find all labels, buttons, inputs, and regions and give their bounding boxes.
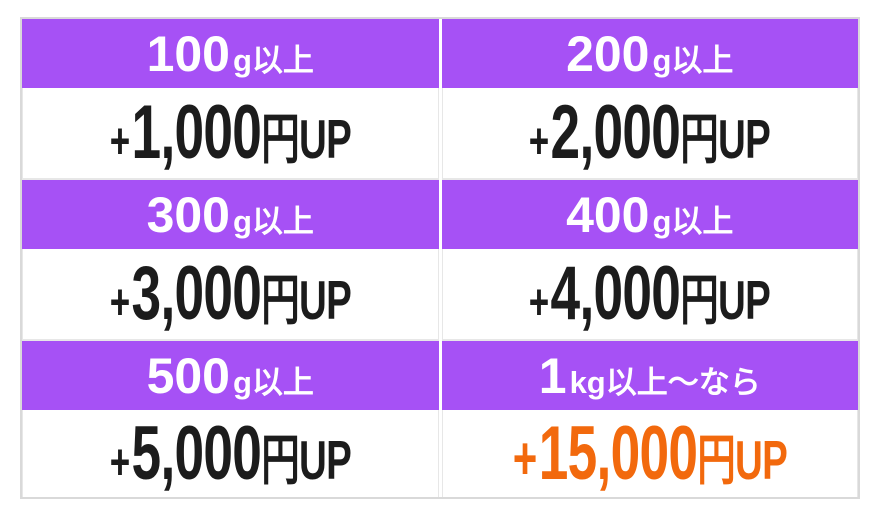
bonus-amount: 15,000 bbox=[538, 410, 698, 496]
tier-threshold: 200 g以上 bbox=[566, 29, 733, 79]
tier-threshold: 300 g以上 bbox=[147, 190, 314, 240]
threshold-number: 400 bbox=[566, 186, 650, 243]
bonus-amount: 4,000 bbox=[550, 251, 681, 336]
bonus-amount: 2,000 bbox=[550, 90, 681, 175]
threshold-number: 500 bbox=[146, 347, 230, 404]
threshold-number: 100 bbox=[146, 25, 230, 82]
plus-sign: + bbox=[529, 113, 550, 169]
tier-bonus-200g: + 2,000 円UP bbox=[441, 88, 858, 180]
tier-header-100g: 100 g以上 bbox=[22, 19, 439, 88]
tier-threshold: 1 kg以上〜なら bbox=[539, 351, 761, 401]
bonus-amount: 1,000 bbox=[131, 90, 262, 175]
plus-sign: + bbox=[512, 424, 538, 492]
tier-bonus-100g: + 1,000 円UP bbox=[22, 88, 439, 180]
tier-bonus-300g: + 3,000 円UP bbox=[22, 249, 439, 341]
bonus-suffix: 円UP bbox=[261, 428, 352, 491]
bonus-text: + 4,000 円UP bbox=[529, 251, 772, 336]
threshold-number: 200 bbox=[566, 25, 650, 82]
tier-bonus-1kg-highlighted: + 15,000 円UP bbox=[441, 410, 858, 497]
tier-threshold: 400 g以上 bbox=[566, 190, 733, 240]
plus-sign: + bbox=[109, 113, 131, 169]
threshold-number: 1 bbox=[538, 347, 567, 404]
tier-header-300g: 300 g以上 bbox=[22, 180, 439, 249]
plus-sign: + bbox=[529, 274, 550, 330]
bonus-text: + 15,000 円UP bbox=[512, 410, 788, 496]
bonus-text: + 1,000 円UP bbox=[109, 90, 352, 175]
threshold-unit: g以上 bbox=[652, 42, 734, 78]
bonus-amount: 5,000 bbox=[131, 410, 262, 496]
bonus-suffix: 円UP bbox=[697, 428, 788, 491]
threshold-unit: g以上 bbox=[233, 364, 314, 400]
tier-threshold: 500 g以上 bbox=[147, 351, 314, 401]
tier-header-200g: 200 g以上 bbox=[441, 19, 858, 88]
weight-bonus-price-table: 100 g以上 200 g以上 + 1,000 円UP + 2,000 円UP … bbox=[20, 17, 860, 499]
plus-sign: + bbox=[109, 433, 131, 490]
bonus-suffix: 円UP bbox=[680, 269, 772, 331]
bonus-amount: 3,000 bbox=[131, 251, 262, 336]
threshold-unit: g以上 bbox=[652, 203, 734, 239]
tier-threshold: 100 g以上 bbox=[147, 29, 314, 79]
threshold-unit: g以上 bbox=[233, 203, 314, 239]
bonus-suffix: 円UP bbox=[680, 108, 772, 170]
bonus-suffix: 円UP bbox=[261, 269, 352, 331]
tier-header-1kg: 1 kg以上〜なら bbox=[441, 341, 858, 410]
threshold-unit: g以上 bbox=[233, 42, 314, 78]
plus-sign: + bbox=[109, 274, 131, 330]
bonus-text: + 3,000 円UP bbox=[109, 251, 352, 336]
tier-bonus-400g: + 4,000 円UP bbox=[441, 249, 858, 341]
tier-bonus-500g: + 5,000 円UP bbox=[22, 410, 439, 497]
threshold-unit: kg以上〜なら bbox=[569, 364, 761, 400]
tier-header-500g: 500 g以上 bbox=[22, 341, 439, 410]
threshold-number: 300 bbox=[146, 186, 230, 243]
tier-header-400g: 400 g以上 bbox=[441, 180, 858, 249]
bonus-text: + 2,000 円UP bbox=[529, 90, 772, 175]
bonus-suffix: 円UP bbox=[261, 108, 352, 170]
bonus-text: + 5,000 円UP bbox=[109, 410, 352, 496]
